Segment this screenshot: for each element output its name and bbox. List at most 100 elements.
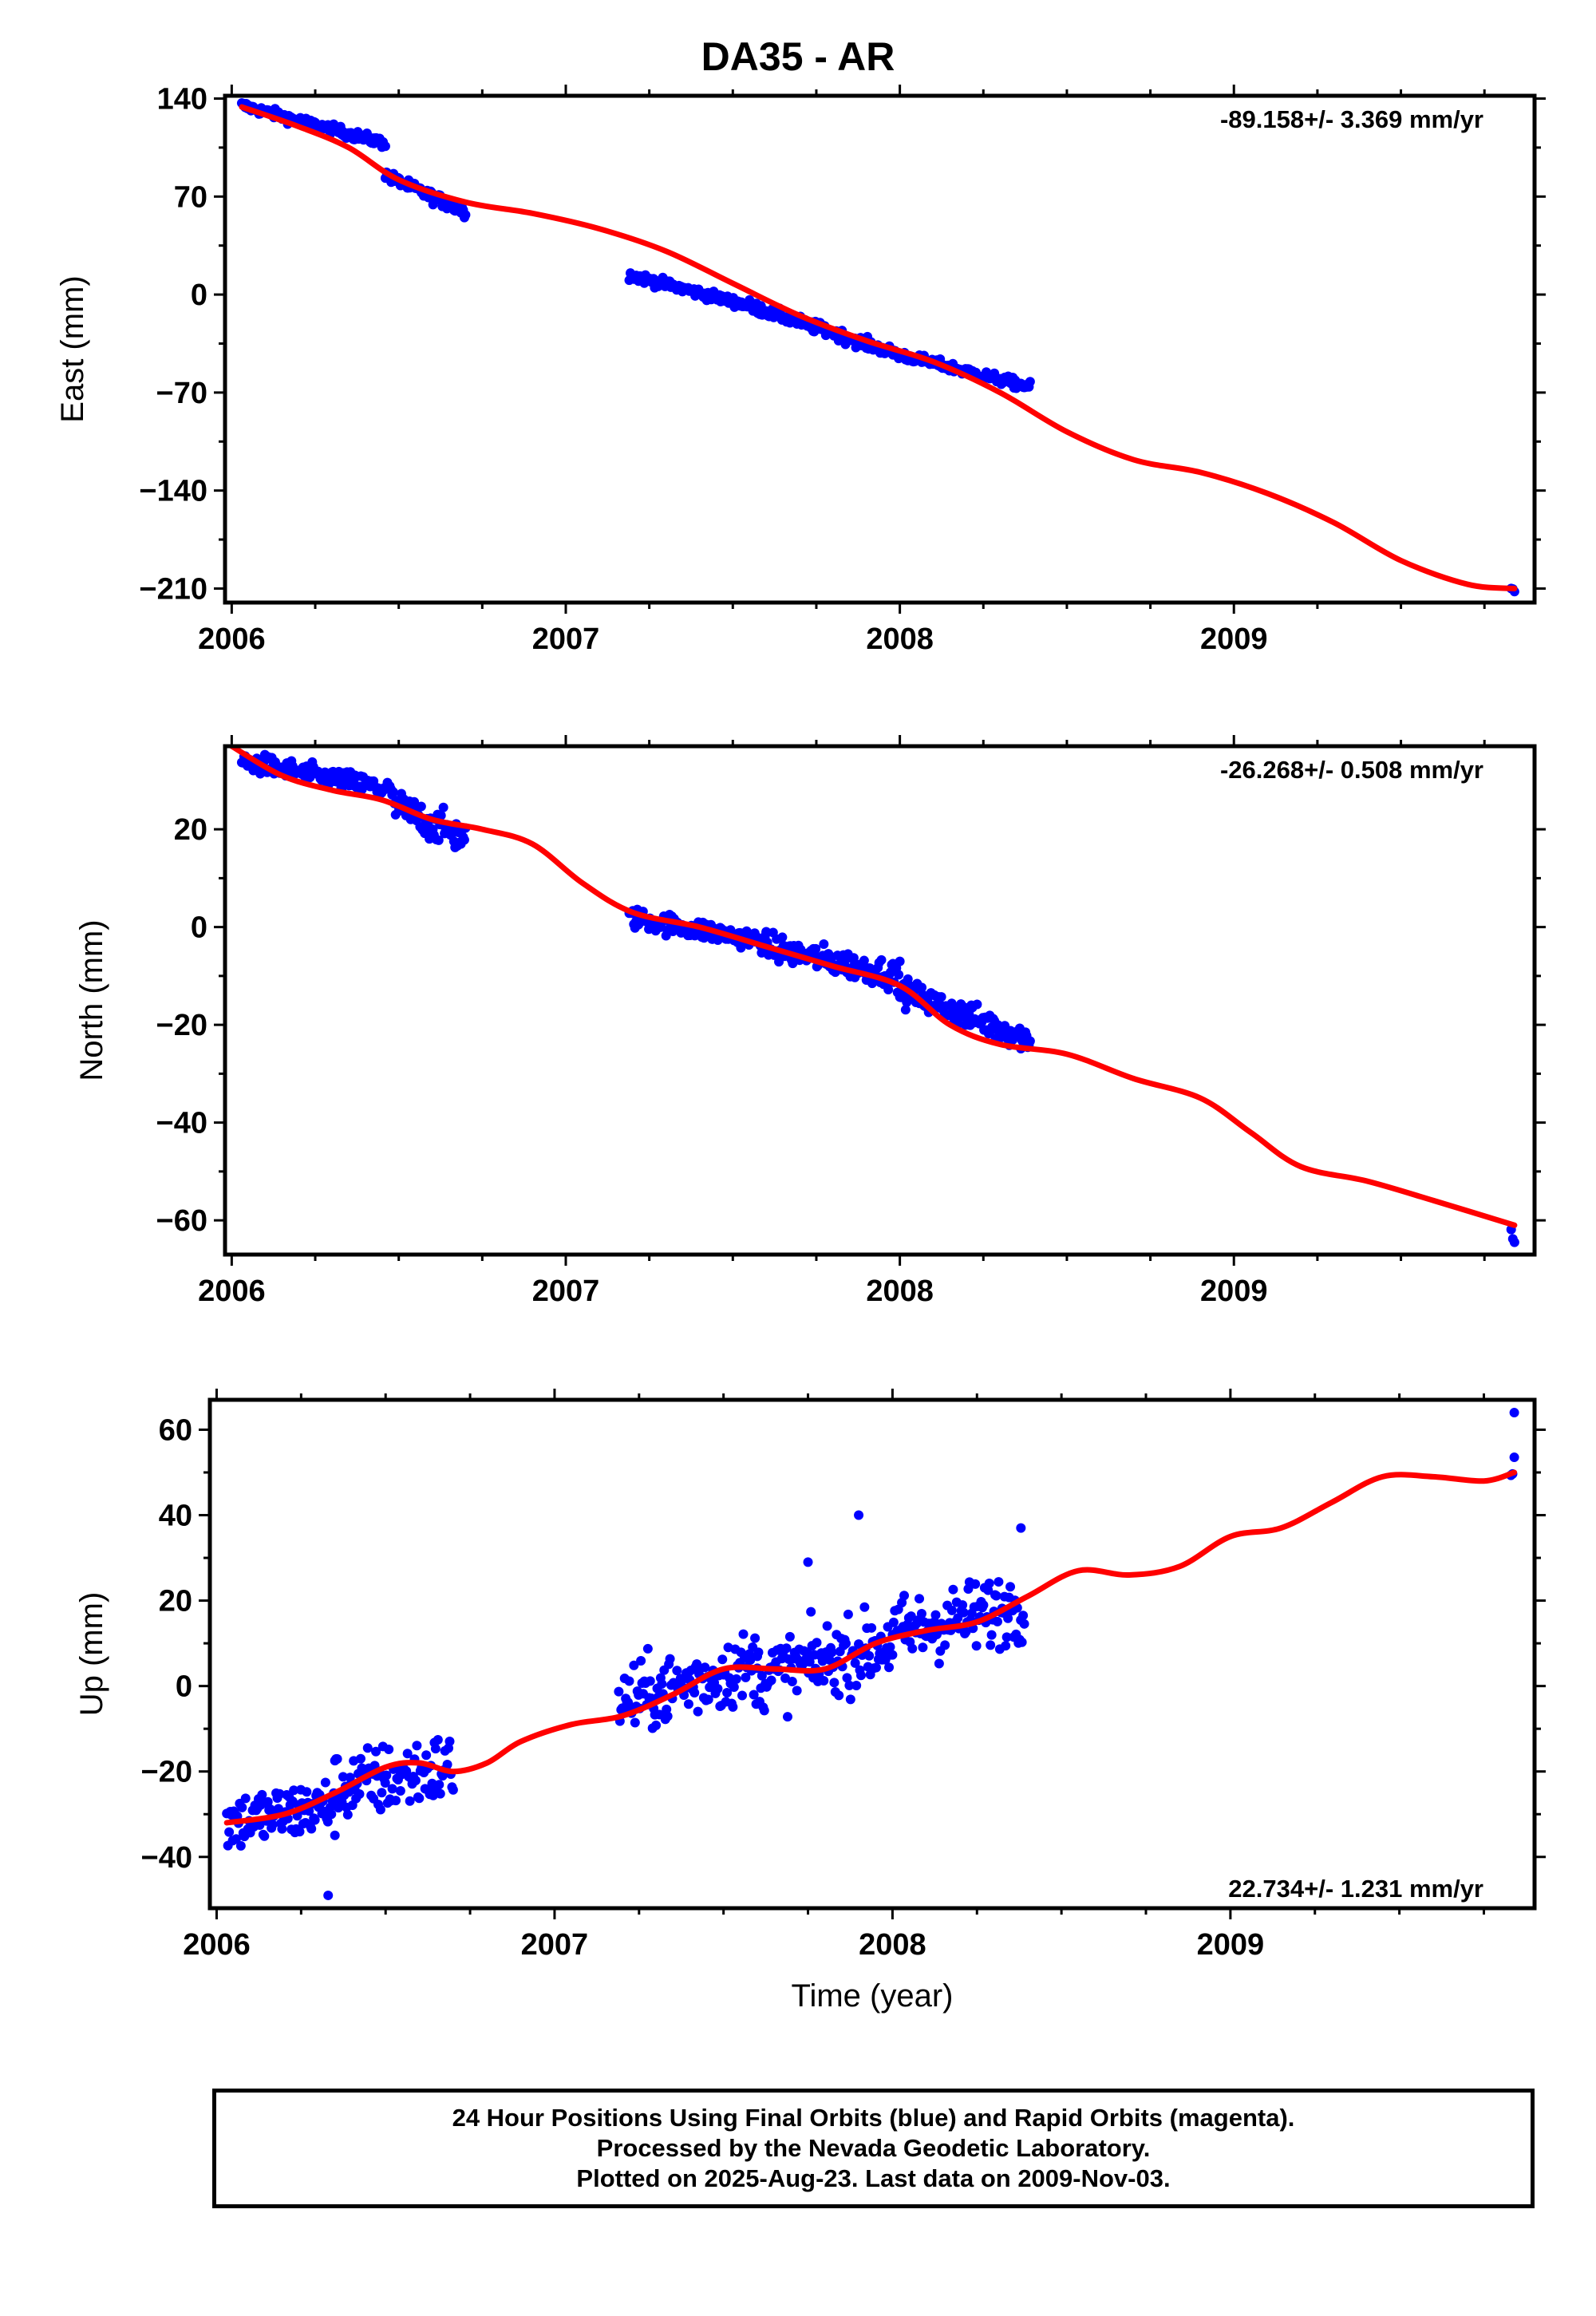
data-point [729, 1682, 739, 1692]
data-point [855, 1670, 866, 1681]
x-tick-label: 2006 [198, 622, 266, 656]
data-point [332, 1754, 342, 1765]
data-point [362, 1743, 373, 1753]
data-point [235, 1840, 246, 1851]
north-rate-label: -26.268+/- 0.508 mm/yr [1220, 756, 1483, 784]
data-point [986, 1630, 997, 1640]
data-point [409, 796, 420, 807]
data-point [994, 1577, 1004, 1587]
data-point [900, 1005, 911, 1015]
data-point [444, 1737, 455, 1747]
data-point [876, 954, 887, 965]
data-point [267, 1820, 278, 1830]
y-tick-label: 20 [159, 1585, 192, 1618]
data-point [330, 1830, 340, 1840]
x-tick-label: 2008 [866, 622, 934, 656]
data-point [442, 1760, 452, 1770]
data-point [342, 1809, 353, 1820]
footer-line-2: Processed by the Nevada Geodetic Laborat… [596, 2134, 1151, 2162]
y-tick-label: −140 [139, 475, 207, 508]
data-point [834, 1690, 844, 1701]
data-point [784, 1631, 795, 1642]
x-tick-label: 2007 [521, 1928, 589, 1962]
x-tick-label: 2009 [1200, 1275, 1268, 1308]
data-point [819, 939, 829, 950]
data-point [433, 1735, 443, 1745]
data-point [665, 1654, 675, 1664]
data-point [1005, 1582, 1016, 1592]
data-point [381, 1770, 392, 1780]
data-point [683, 1699, 693, 1709]
data-point [448, 1784, 458, 1795]
x-tick-label: 2007 [532, 622, 600, 656]
east-y-axis-label: East (mm) [55, 275, 90, 422]
y-tick-label: −40 [141, 1841, 192, 1875]
data-point [630, 1717, 640, 1728]
east-model-curve [239, 104, 1518, 591]
data-point [757, 1670, 767, 1681]
data-point [971, 1641, 982, 1651]
data-point [395, 1786, 405, 1796]
data-point [459, 835, 469, 845]
data-point [958, 1600, 968, 1611]
data-point [741, 1672, 751, 1682]
data-point-outlier [1509, 1408, 1519, 1418]
data-point [224, 1827, 235, 1837]
data-point [713, 1684, 723, 1694]
y-tick-label: 60 [159, 1413, 192, 1447]
y-tick-label: 20 [174, 813, 207, 847]
data-point [738, 1629, 749, 1639]
data-point [434, 1780, 444, 1790]
page-title: DA35 - AR [701, 34, 895, 79]
data-point [811, 943, 821, 954]
data-point [662, 1711, 673, 1721]
data-point [306, 1824, 317, 1834]
data-point [782, 1712, 792, 1722]
data-point [277, 1824, 287, 1834]
data-point [380, 1778, 390, 1788]
data-point [703, 1694, 713, 1705]
data-point [728, 1701, 738, 1712]
data-point [845, 1694, 855, 1705]
data-point [750, 1633, 760, 1643]
data-point [958, 1607, 969, 1618]
data-point [843, 1609, 853, 1619]
y-tick-label: 40 [159, 1500, 192, 1533]
data-point [777, 932, 788, 943]
data-point [978, 1600, 989, 1611]
y-tick-label: 70 [174, 180, 207, 214]
data-point [991, 1591, 1001, 1601]
data-point [421, 1750, 432, 1761]
data-point [322, 1816, 333, 1827]
data-point [822, 1621, 832, 1631]
data-point [936, 992, 946, 1002]
y-tick-label: 0 [191, 279, 207, 312]
north-model-curve [228, 746, 1518, 1228]
footer-line-1: 24 Hour Positions Using Final Orbits (bl… [452, 2104, 1295, 2132]
data-point [402, 1749, 413, 1759]
data-point [289, 1785, 299, 1796]
data-point [263, 1796, 273, 1807]
data-point [1025, 377, 1035, 387]
data-point [390, 1796, 401, 1806]
data-point [895, 956, 905, 966]
footer-box: 24 Hour Positions Using Final Orbits (bl… [212, 2089, 1535, 2208]
data-point [700, 1662, 710, 1673]
data-point [624, 1676, 634, 1686]
data-point [388, 787, 398, 797]
data-point [887, 1650, 898, 1660]
data-point [871, 1662, 881, 1673]
data-point [412, 1741, 422, 1751]
y-tick-label: −40 [156, 1107, 207, 1140]
data-point [435, 1788, 445, 1799]
y-tick-label: −20 [141, 1756, 192, 1789]
east-frame [223, 93, 1537, 605]
data-point [636, 1655, 646, 1666]
data-point [384, 1744, 394, 1754]
data-point [848, 953, 859, 963]
east-panel: 2006 2007 2008 2009 140 70 0 −70 −140 −210 -89.158… [55, 83, 1546, 656]
data-point [885, 1642, 895, 1652]
data-point [888, 1617, 899, 1627]
data-point-outlier [323, 1890, 334, 1900]
